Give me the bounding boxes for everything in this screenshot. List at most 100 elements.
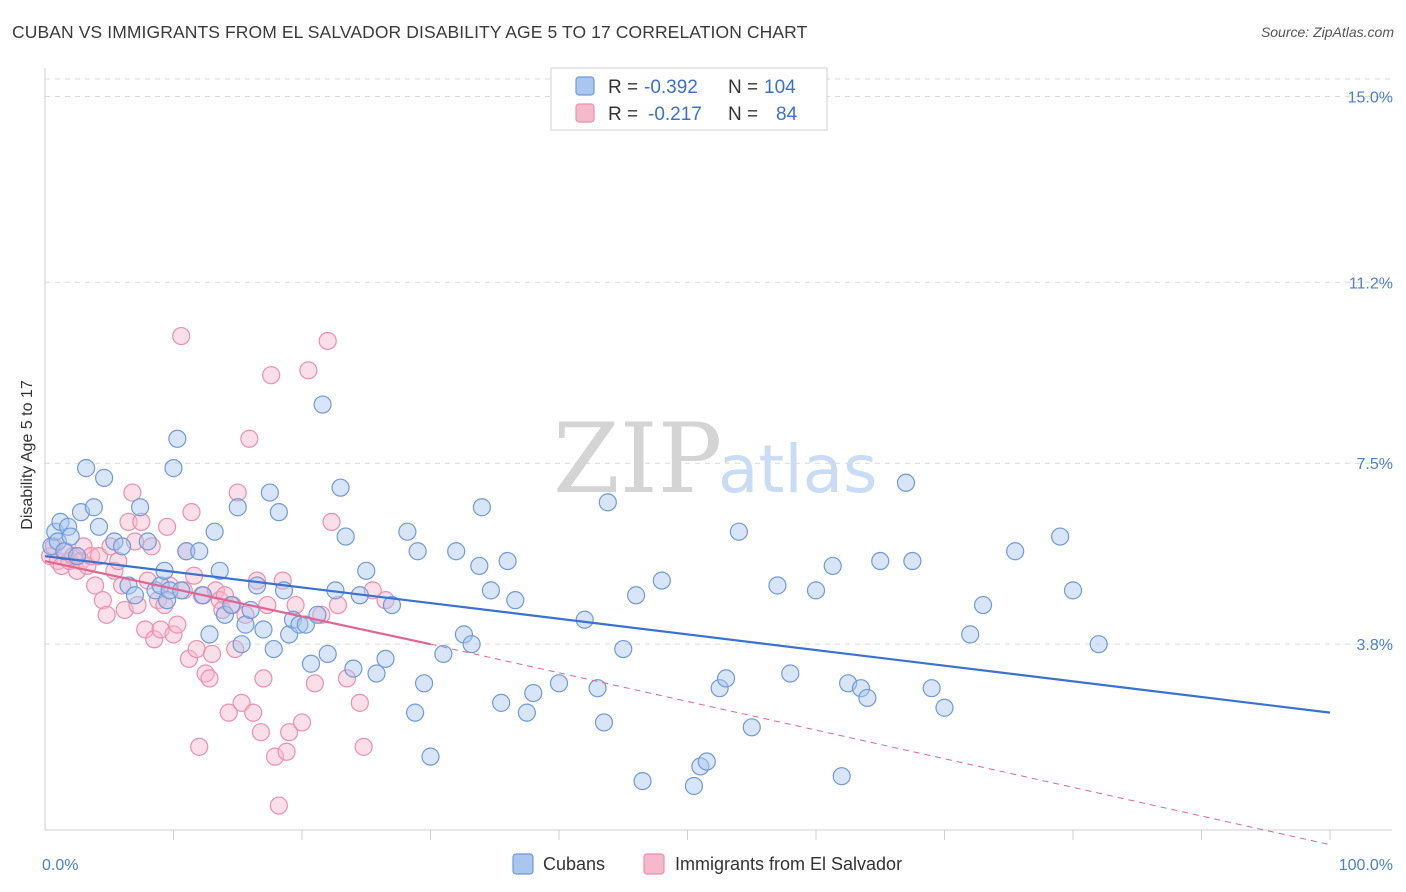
grid-lines: [45, 78, 1392, 645]
salvador-trend-line: [44, 559, 431, 646]
watermark-zip: ZIP: [553, 403, 722, 515]
cubans-point: [462, 635, 481, 654]
x-tick-label: 100.0%: [1339, 857, 1393, 874]
salvador-point: [251, 723, 270, 742]
chart-title: CUBAN VS IMMIGRANTS FROM EL SALVADOR DIS…: [12, 22, 808, 42]
cubans-point: [575, 610, 594, 629]
cubans-point: [77, 459, 96, 478]
cubans-point: [398, 522, 417, 541]
cubans-point: [125, 586, 145, 605]
cubans-point: [922, 679, 941, 698]
salvador-point: [200, 669, 219, 688]
cubans-point: [168, 429, 187, 448]
source-label: Source: ZipAtlas.com: [1260, 24, 1394, 40]
cubans-point: [247, 576, 267, 595]
legend-r-value-1: -0.392: [644, 77, 698, 98]
salvador-trend-extension: [430, 643, 1331, 846]
cubans-point: [961, 625, 980, 644]
salvador-point: [244, 703, 263, 722]
cubans-point: [492, 693, 511, 712]
bottom-legend: Cubans Immigrants from El Salvador: [512, 853, 902, 875]
salvador-point: [97, 605, 116, 624]
legend-n-label-2: N =: [728, 104, 758, 125]
cubans-point: [119, 576, 138, 595]
salvador-point: [74, 537, 93, 556]
cubans-point: [588, 679, 607, 698]
cubans-point: [652, 571, 671, 590]
salvador-point: [93, 591, 112, 610]
salvador-point: [132, 512, 151, 532]
salvador-point: [179, 649, 199, 668]
cubans-point: [200, 625, 219, 644]
watermark-atlas: atlas: [718, 431, 878, 508]
cubans-point: [858, 688, 877, 708]
cubans-point: [729, 522, 749, 541]
cubans-point: [177, 542, 196, 561]
cubans-point: [594, 713, 614, 732]
cubans-point: [313, 395, 332, 414]
salvador-point: [265, 747, 285, 766]
salvador-point: [89, 547, 109, 566]
cubans-point: [232, 635, 251, 654]
legend-r-value-2: -0.217: [648, 104, 702, 125]
y-axis-label: Disability Age 5 to 17: [19, 380, 36, 530]
cubans-point: [633, 771, 652, 791]
salvador-point: [322, 512, 341, 532]
y-tick-label: 7.5%: [1357, 456, 1393, 473]
cubans-point: [626, 586, 646, 605]
cubans-point: [598, 493, 617, 512]
salvador-point: [277, 742, 296, 761]
legend-r-label-2: R =: [608, 104, 638, 125]
salvador-point: [318, 331, 337, 351]
salvador-point: [292, 713, 312, 732]
cubans-point: [614, 639, 633, 659]
cubans-point: [1051, 527, 1070, 546]
cubans-point: [697, 752, 716, 771]
cubans-point: [871, 551, 890, 571]
cubans-point: [367, 664, 386, 683]
cubans-point: [336, 527, 355, 546]
salvador-point: [164, 625, 183, 644]
cubans-point: [742, 718, 761, 737]
legend-swatch-salvador: [575, 103, 595, 123]
trend-lines: [44, 555, 1331, 846]
cubans-point: [1063, 581, 1083, 600]
salvador-point: [236, 605, 255, 624]
cubans-point: [296, 615, 315, 634]
cubans-point: [95, 468, 114, 487]
cubans-point: [524, 683, 543, 703]
cubans-point: [112, 537, 132, 556]
cubans-point: [164, 459, 183, 478]
cubans-point: [89, 517, 109, 536]
salvador-point: [269, 796, 288, 815]
cubans-point: [260, 483, 279, 502]
cubans-point: [1006, 542, 1025, 561]
salvador-point: [86, 576, 105, 595]
salvador-point: [219, 703, 238, 722]
cubans-point: [205, 522, 224, 541]
cubans-point: [215, 605, 234, 624]
cubans-point: [1089, 635, 1108, 654]
legend-box: R = -0.392 N = 104 R = -0.217 N = 84: [550, 67, 828, 131]
salvador-point: [145, 630, 164, 649]
cubans-point: [472, 498, 491, 517]
cubans-point: [301, 654, 321, 673]
cubans-point: [506, 591, 525, 610]
cubans-point: [470, 556, 489, 576]
salvador-point: [240, 429, 259, 448]
y-tick-label: 15.0%: [1348, 89, 1393, 106]
salvador-point: [172, 326, 191, 346]
salvador-point: [182, 503, 201, 522]
cubans-point: [896, 473, 916, 492]
bottom-legend-salvador: Immigrants from El Salvador: [675, 854, 902, 874]
cubans-point: [447, 542, 466, 561]
bottom-legend-cubans: Cubans: [543, 854, 605, 874]
cubans-point: [130, 498, 150, 517]
cubans-point: [768, 576, 787, 595]
cubans-point: [405, 703, 425, 722]
y-tick-label: 3.8%: [1357, 637, 1393, 654]
legend-n-value-2: 84: [776, 104, 798, 125]
axes: [44, 68, 1392, 840]
cubans-point: [61, 527, 80, 546]
